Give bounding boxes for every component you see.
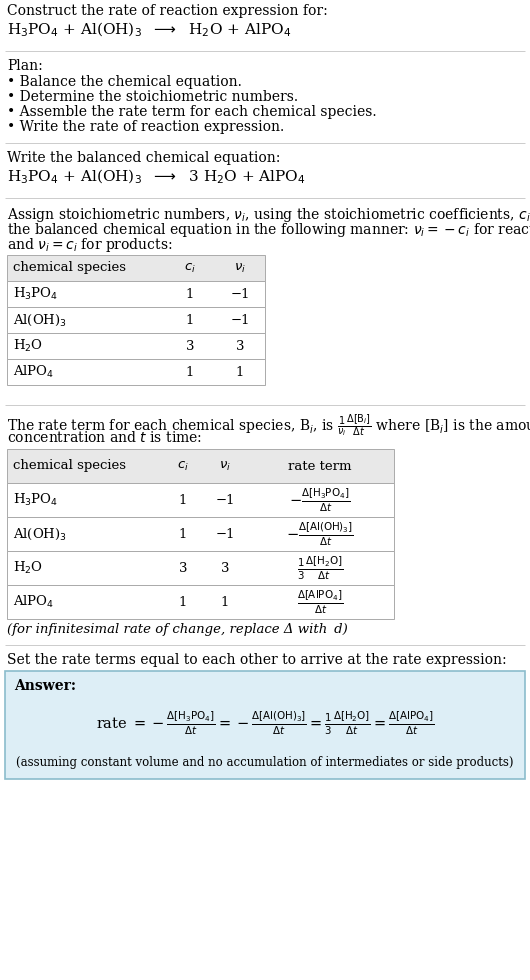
- Text: −1: −1: [230, 287, 250, 301]
- Text: 3: 3: [186, 339, 195, 353]
- Text: • Write the rate of reaction expression.: • Write the rate of reaction expression.: [7, 120, 284, 134]
- Text: chemical species: chemical species: [13, 460, 126, 472]
- FancyBboxPatch shape: [7, 255, 265, 281]
- Text: $-\frac{\Delta[\mathrm{Al(OH)_3}]}{\Delta t}$: $-\frac{\Delta[\mathrm{Al(OH)_3}]}{\Delt…: [286, 520, 354, 548]
- Text: H$_3$PO$_4$: H$_3$PO$_4$: [13, 286, 58, 302]
- Text: $c_i$: $c_i$: [184, 262, 196, 274]
- Text: 1: 1: [186, 314, 194, 326]
- FancyBboxPatch shape: [7, 585, 394, 619]
- Text: 1: 1: [186, 287, 194, 301]
- Text: Plan:: Plan:: [7, 59, 43, 73]
- FancyBboxPatch shape: [7, 449, 394, 483]
- Text: 1: 1: [179, 596, 187, 609]
- Text: $\frac{1}{3}\frac{\Delta[\mathrm{H_2O}]}{\Delta t}$: $\frac{1}{3}\frac{\Delta[\mathrm{H_2O}]}…: [297, 555, 343, 582]
- Text: Al(OH)$_3$: Al(OH)$_3$: [13, 526, 67, 542]
- FancyBboxPatch shape: [7, 551, 394, 585]
- Text: (for infinitesimal rate of change, replace Δ with  d): (for infinitesimal rate of change, repla…: [7, 623, 348, 636]
- Text: AlPO$_4$: AlPO$_4$: [13, 594, 54, 610]
- Text: The rate term for each chemical species, B$_i$, is $\frac{1}{\nu_i}\frac{\Delta[: The rate term for each chemical species,…: [7, 413, 530, 439]
- FancyBboxPatch shape: [7, 281, 265, 307]
- Text: Answer:: Answer:: [14, 679, 76, 693]
- FancyBboxPatch shape: [7, 517, 394, 551]
- Text: H$_3$PO$_4$: H$_3$PO$_4$: [13, 492, 58, 508]
- Text: $\nu_i$: $\nu_i$: [219, 460, 231, 472]
- Text: 1: 1: [221, 596, 229, 609]
- Text: Set the rate terms equal to each other to arrive at the rate expression:: Set the rate terms equal to each other t…: [7, 653, 507, 667]
- FancyBboxPatch shape: [5, 671, 525, 779]
- Text: 1: 1: [186, 366, 194, 378]
- FancyBboxPatch shape: [7, 483, 394, 517]
- Text: chemical species: chemical species: [13, 262, 126, 274]
- Text: and $\nu_i = c_i$ for products:: and $\nu_i = c_i$ for products:: [7, 236, 172, 254]
- Text: rate term: rate term: [288, 460, 352, 472]
- Text: 3: 3: [236, 339, 244, 353]
- Text: 1: 1: [179, 494, 187, 507]
- Text: concentration and $t$ is time:: concentration and $t$ is time:: [7, 430, 202, 445]
- Text: 1: 1: [179, 527, 187, 541]
- Text: AlPO$_4$: AlPO$_4$: [13, 364, 54, 380]
- Text: 1: 1: [236, 366, 244, 378]
- Text: 3: 3: [221, 562, 229, 574]
- Text: • Determine the stoichiometric numbers.: • Determine the stoichiometric numbers.: [7, 90, 298, 104]
- Text: (assuming constant volume and no accumulation of intermediates or side products): (assuming constant volume and no accumul…: [16, 756, 514, 769]
- FancyBboxPatch shape: [7, 359, 265, 385]
- Text: • Balance the chemical equation.: • Balance the chemical equation.: [7, 75, 242, 89]
- Text: H$_2$O: H$_2$O: [13, 338, 43, 354]
- Text: H$_3$PO$_4$ + Al(OH)$_3$  $\longrightarrow$  3 H$_2$O + AlPO$_4$: H$_3$PO$_4$ + Al(OH)$_3$ $\longrightarro…: [7, 168, 306, 186]
- Text: Write the balanced chemical equation:: Write the balanced chemical equation:: [7, 151, 280, 165]
- Text: −1: −1: [215, 527, 235, 541]
- Text: H$_3$PO$_4$ + Al(OH)$_3$  $\longrightarrow$  H$_2$O + AlPO$_4$: H$_3$PO$_4$ + Al(OH)$_3$ $\longrightarro…: [7, 21, 291, 39]
- Text: Construct the rate of reaction expression for:: Construct the rate of reaction expressio…: [7, 4, 328, 18]
- Text: $\nu_i$: $\nu_i$: [234, 262, 246, 274]
- FancyBboxPatch shape: [7, 333, 265, 359]
- Text: $-\frac{\Delta[\mathrm{H_3PO_4}]}{\Delta t}$: $-\frac{\Delta[\mathrm{H_3PO_4}]}{\Delta…: [289, 486, 350, 514]
- FancyBboxPatch shape: [7, 307, 265, 333]
- Text: $\frac{\Delta[\mathrm{AlPO_4}]}{\Delta t}$: $\frac{\Delta[\mathrm{AlPO_4}]}{\Delta t…: [297, 588, 343, 615]
- Text: −1: −1: [215, 494, 235, 507]
- Text: H$_2$O: H$_2$O: [13, 560, 43, 576]
- Text: Assign stoichiometric numbers, $\nu_i$, using the stoichiometric coefficients, $: Assign stoichiometric numbers, $\nu_i$, …: [7, 206, 530, 224]
- Text: rate $= -\frac{\Delta[\mathrm{H_3PO_4}]}{\Delta t} = -\frac{\Delta[\mathrm{Al(OH: rate $= -\frac{\Delta[\mathrm{H_3PO_4}]}…: [96, 710, 434, 737]
- Text: −1: −1: [230, 314, 250, 326]
- Text: the balanced chemical equation in the following manner: $\nu_i = -c_i$ for react: the balanced chemical equation in the fo…: [7, 221, 530, 239]
- Text: Al(OH)$_3$: Al(OH)$_3$: [13, 313, 67, 327]
- Text: • Assemble the rate term for each chemical species.: • Assemble the rate term for each chemic…: [7, 105, 377, 119]
- Text: 3: 3: [179, 562, 187, 574]
- Text: $c_i$: $c_i$: [177, 460, 189, 472]
